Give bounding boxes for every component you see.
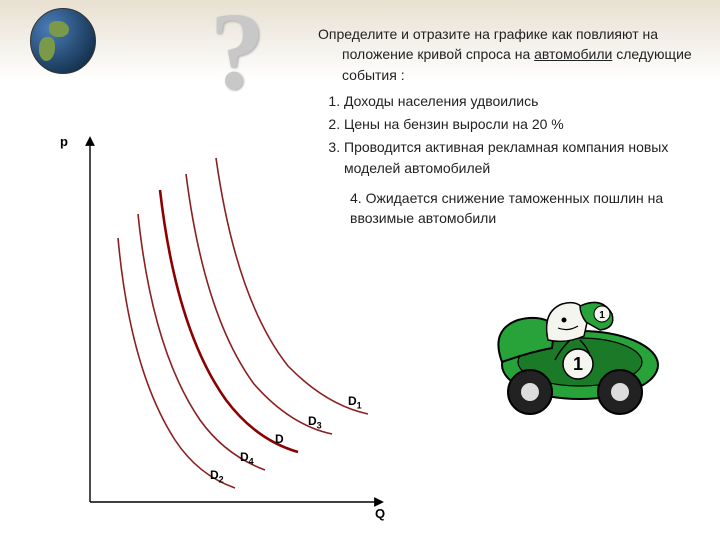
axis-label-p: p [60,134,68,149]
svg-text:1: 1 [599,310,605,321]
race-car-icon: 1 1 [460,270,660,420]
axis-label-q: Q [375,506,385,521]
svg-text:1: 1 [573,354,583,374]
curve-D2 [118,238,235,488]
chart-curves [118,158,368,488]
curve-D3 [186,174,332,434]
curve-label-D4: D4 [240,450,254,466]
curve-label-D3: D3 [308,414,322,430]
curve-label-D1: D1 [348,394,362,410]
curve-D4 [138,214,265,470]
curve-label-D2: D2 [210,468,224,484]
curve-D1 [216,158,368,414]
curve-label-D: D [275,432,284,446]
chart-axes [90,140,380,502]
